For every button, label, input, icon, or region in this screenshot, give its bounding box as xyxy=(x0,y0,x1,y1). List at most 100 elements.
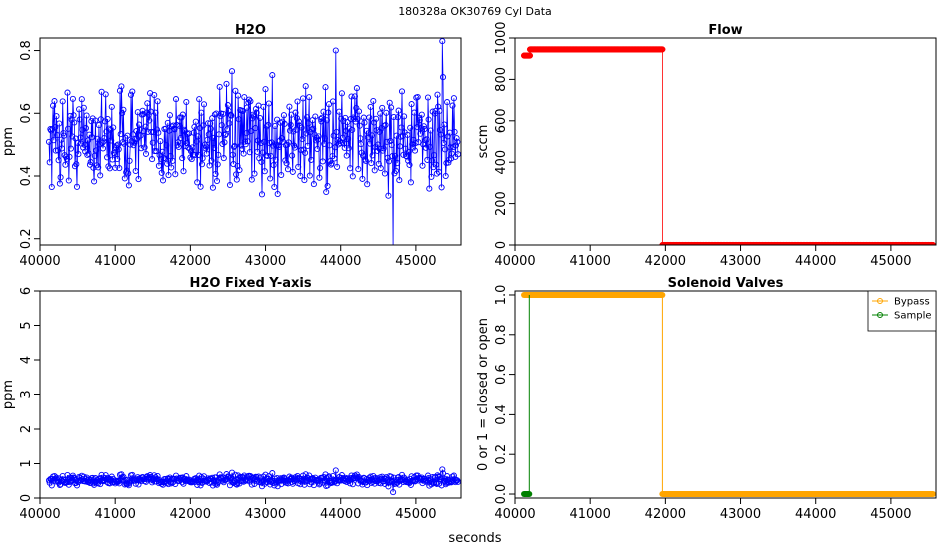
data-point xyxy=(211,144,218,151)
data-point xyxy=(94,135,101,142)
data-point xyxy=(334,163,341,170)
data-point xyxy=(246,96,253,103)
figure-suptitle: 180328a OK30769 Cyl Data xyxy=(398,5,552,18)
data-point xyxy=(437,126,444,134)
data-point xyxy=(230,143,238,150)
data-point xyxy=(232,87,239,94)
data-point xyxy=(659,46,666,53)
data-point xyxy=(408,101,415,108)
x-tick-label: 42000 xyxy=(645,254,686,269)
data-point xyxy=(183,98,190,106)
data-point xyxy=(227,111,234,118)
data-point xyxy=(52,478,59,485)
y-tick-label: 1000 xyxy=(494,21,509,54)
data-point xyxy=(201,141,208,148)
data-point xyxy=(98,471,105,478)
data-point xyxy=(204,136,211,143)
data-point xyxy=(84,137,91,144)
data-point xyxy=(108,103,115,110)
data-point xyxy=(398,124,405,131)
data-point xyxy=(331,155,338,162)
data-point xyxy=(87,158,94,166)
data-point xyxy=(425,116,432,123)
data-point xyxy=(175,143,182,151)
data-point xyxy=(318,118,325,125)
y-tick-label: 5 xyxy=(19,321,34,329)
y-tick-label: 2 xyxy=(19,425,34,433)
data-point xyxy=(135,176,142,183)
data-point xyxy=(289,152,296,159)
data-point xyxy=(126,157,133,164)
data-point xyxy=(65,125,72,132)
data-point xyxy=(287,121,294,128)
chart-title: H2O Fixed Y-axis xyxy=(189,276,311,291)
data-point xyxy=(88,134,96,141)
data-point xyxy=(394,160,401,167)
data-point xyxy=(198,109,205,116)
data-point xyxy=(153,126,160,133)
data-point xyxy=(203,150,210,157)
data-point xyxy=(285,139,292,146)
data-point xyxy=(146,117,153,124)
legend: Bypass Sample xyxy=(867,290,937,332)
data-point xyxy=(221,139,228,146)
data-point xyxy=(426,143,434,150)
data-point xyxy=(233,176,240,183)
data-point xyxy=(105,163,112,170)
y-tick-label: 800 xyxy=(494,67,509,92)
data-point xyxy=(281,120,288,127)
data-point xyxy=(137,132,144,139)
series-line xyxy=(524,295,530,495)
data-point xyxy=(95,164,102,171)
data-point xyxy=(231,142,238,150)
y-axis-label: ppm xyxy=(1,127,16,156)
data-point xyxy=(260,103,267,110)
data-point xyxy=(306,94,313,101)
data-point xyxy=(223,80,230,87)
data-point xyxy=(129,88,136,95)
data-point xyxy=(437,131,444,138)
data-point xyxy=(229,151,236,158)
data-point xyxy=(132,167,139,175)
data-point xyxy=(418,111,425,118)
data-point xyxy=(116,165,123,172)
data-point xyxy=(286,127,294,134)
data-point xyxy=(224,126,231,133)
data-point xyxy=(59,98,66,105)
data-point xyxy=(56,180,63,187)
data-point xyxy=(210,134,217,141)
data-point xyxy=(265,121,272,128)
data-point xyxy=(368,132,376,139)
data-point xyxy=(240,150,247,157)
data-point xyxy=(436,107,443,114)
data-point xyxy=(422,144,429,151)
data-point xyxy=(85,150,92,157)
data-point xyxy=(100,138,107,145)
data-point xyxy=(322,84,329,91)
data-point xyxy=(383,138,391,145)
data-point xyxy=(207,125,214,132)
data-point xyxy=(51,98,58,105)
data-point xyxy=(377,165,384,172)
x-tick-label: 41000 xyxy=(94,254,135,269)
data-point xyxy=(405,157,412,164)
figure-xlabel: seconds xyxy=(448,531,501,546)
data-point xyxy=(66,153,73,160)
panel-flow: Flow sccm 40000 41000 42000 43000 44000 45000 0 2… xyxy=(476,21,937,269)
data-point xyxy=(118,83,125,90)
data-point xyxy=(297,147,305,154)
data-point xyxy=(205,131,212,138)
data-point xyxy=(400,151,407,158)
data-point xyxy=(369,152,376,159)
data-point xyxy=(385,158,393,165)
data-point xyxy=(271,122,279,130)
data-point xyxy=(446,479,453,486)
data-point xyxy=(153,148,160,155)
data-point xyxy=(282,157,289,164)
data-point xyxy=(213,177,221,185)
y-tick-label: 0.2 xyxy=(494,444,509,465)
data-point xyxy=(268,139,275,146)
data-point xyxy=(267,175,274,182)
data-point xyxy=(67,145,74,152)
data-point xyxy=(258,191,266,198)
